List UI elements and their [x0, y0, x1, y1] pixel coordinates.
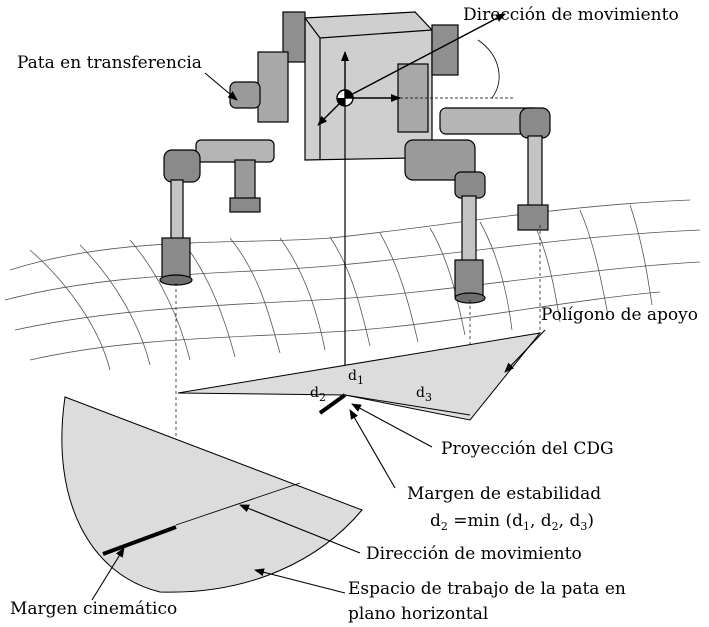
d3-label: d3 [416, 385, 432, 404]
stability-margin-label: Margen de estabilidad [407, 484, 601, 504]
support-polygon-label: Polígono de apoyo [541, 305, 698, 325]
workspace-label-line1: Espacio de trabajo de la pata en [348, 579, 626, 599]
support-polygon [177, 332, 542, 421]
movement-direction-top-label: Dirección de movimiento [463, 5, 679, 25]
leg-workspace [61, 396, 363, 593]
body-axes [317, 13, 515, 126]
d2-label: d2 [310, 385, 326, 404]
workspace-direction-line [175, 482, 301, 526]
d1-label: d1 [348, 368, 364, 387]
swing-leg-label: Pata en transferencia [17, 53, 202, 73]
d2-segment [318, 393, 347, 415]
cog-projection-label: Proyección del CDG [441, 439, 614, 459]
stability-formula: d2 =min (d1, d2, d3) [430, 511, 594, 533]
terrain-mesh [4, 199, 701, 371]
robot [159, 11, 551, 304]
workspace-label-line2: plano horizontal [348, 604, 488, 624]
d3-line [344, 394, 471, 416]
kinematic-margin-segment [102, 525, 177, 556]
movement-direction-bottom-label: Dirección de movimiento [366, 544, 582, 564]
pointer-arrows [91, 72, 546, 601]
kinematic-margin-label: Margen cinemático [10, 599, 177, 619]
